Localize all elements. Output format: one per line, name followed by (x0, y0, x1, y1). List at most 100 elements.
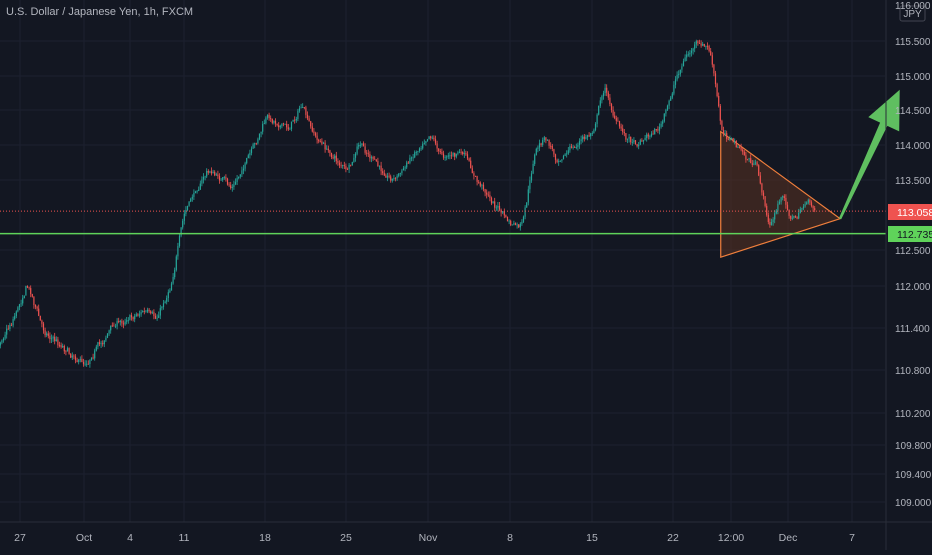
candle-body (31, 294, 33, 297)
candle-body (15, 311, 17, 317)
candle-body (372, 157, 374, 159)
price-tick-label: 111.400 (895, 324, 930, 335)
candle-body (316, 135, 318, 140)
candle-body (305, 107, 307, 115)
candle-body (473, 173, 475, 176)
candle-body (287, 127, 289, 130)
candle-body (167, 292, 169, 298)
candle-body (527, 189, 529, 203)
candle-body (52, 336, 54, 339)
candle-body (753, 163, 755, 165)
breakout-arrow[interactable] (839, 89, 900, 220)
candle-body (588, 135, 590, 137)
candle-body (593, 130, 595, 134)
candle-body (140, 312, 142, 315)
candle-body (1, 340, 3, 343)
candle-body (130, 315, 133, 318)
time-tick-label: Oct (76, 532, 92, 544)
candle-body (388, 175, 390, 177)
candle-body (63, 346, 65, 352)
grid-layer (0, 0, 885, 522)
candle-body (241, 170, 243, 175)
price-tick-label: 110.800 (895, 366, 931, 377)
candle-body (321, 141, 323, 144)
candle-body (770, 222, 773, 226)
candle-body (674, 79, 677, 85)
candle-body (113, 325, 115, 327)
candle-body (10, 324, 13, 326)
candle-body (132, 317, 134, 320)
candle-body (105, 337, 107, 341)
candle-body (662, 121, 664, 124)
candle-body (524, 207, 526, 217)
candle-body (426, 139, 429, 142)
candle-body (537, 147, 539, 149)
candle-body (538, 143, 541, 148)
candle-body (135, 314, 137, 316)
candle-body (476, 176, 478, 182)
candle-body (794, 215, 797, 218)
line-layer (0, 210, 886, 235)
candle-body (730, 138, 733, 139)
candle-body (246, 158, 248, 164)
candle-body (332, 157, 334, 159)
candle-body (556, 159, 558, 162)
candle-body (734, 141, 736, 142)
candle-body (350, 164, 352, 166)
candle-body (442, 153, 445, 158)
candle-body (36, 306, 38, 309)
candle-body (399, 173, 401, 174)
candle-body (764, 196, 766, 206)
candle-body (775, 210, 777, 214)
price-tick-label: 110.200 (895, 409, 931, 420)
candle-body (540, 143, 542, 145)
candle-body (383, 173, 385, 176)
candle-body (431, 137, 433, 139)
candle-body (681, 66, 683, 70)
candle-body (558, 161, 560, 162)
candle-body (638, 144, 640, 147)
candle-body (678, 74, 680, 75)
candle-body (7, 328, 9, 330)
candle-body (148, 309, 150, 312)
support-price-tag (888, 226, 932, 242)
candle-body (738, 147, 741, 148)
candle-body (418, 148, 421, 152)
candle-body (156, 317, 158, 319)
candle-body (534, 154, 536, 164)
candle-body (177, 246, 179, 257)
candle-body (654, 129, 656, 135)
currency-badge-box[interactable] (899, 5, 926, 22)
candle-body (722, 130, 725, 134)
candle-body (151, 312, 153, 314)
candle-body (804, 204, 806, 207)
candle-body (244, 163, 246, 169)
candle-body (292, 119, 294, 122)
candle-body (516, 224, 518, 226)
current-price-tag-label: 113.058 (897, 207, 932, 219)
candle-body (788, 210, 790, 216)
candle-body (143, 311, 145, 312)
candle-body (89, 359, 91, 364)
candle-body (129, 315, 131, 321)
time-tick-label: 25 (340, 532, 352, 544)
candle-body (394, 178, 397, 179)
candle-body (146, 309, 149, 312)
candle-body (703, 43, 705, 47)
candle-body (126, 320, 128, 322)
candle-body (242, 168, 245, 171)
candle-body (682, 61, 685, 67)
candle-body (673, 84, 675, 94)
candle-body (337, 161, 339, 163)
candle-body (423, 143, 425, 144)
price-tick-label: 112.500 (895, 246, 931, 257)
candle-body (658, 126, 661, 131)
candle-body (546, 140, 549, 141)
candle-body (73, 355, 75, 357)
candle-body (310, 121, 312, 127)
candle-body (295, 119, 297, 121)
candle-body (498, 205, 501, 210)
candle-body (180, 227, 182, 236)
